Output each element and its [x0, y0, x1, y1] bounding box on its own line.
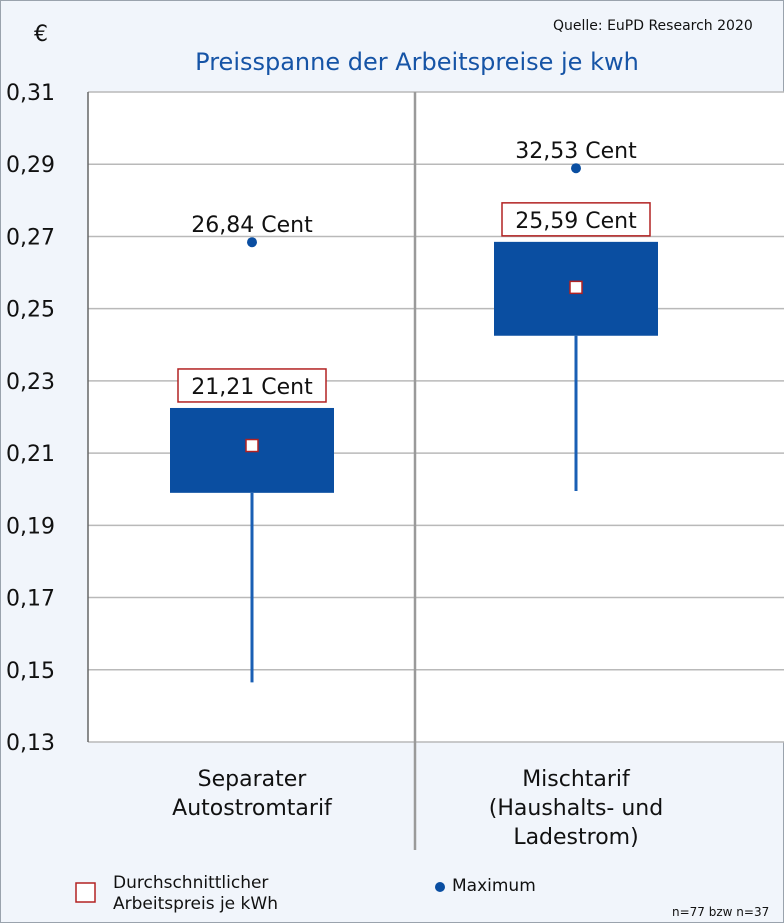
legend-maximum-dot: [435, 882, 445, 892]
y-tick-label: 0,15: [6, 659, 55, 684]
average-value-label: 25,59 Cent: [515, 209, 637, 234]
sample-size-note: n=77 bzw n=37: [672, 905, 770, 919]
chart-title: Preisspanne der Arbeitspreise je kwh: [195, 48, 639, 76]
maximum-value-label: 32,53 Cent: [515, 139, 637, 164]
maximum-dot: [571, 163, 581, 174]
y-tick-label: 0,21: [6, 442, 55, 467]
y-axis-unit: €: [34, 22, 48, 47]
legend-average-label: Durchschnittlicher Arbeitspreis je kWh: [113, 873, 278, 914]
y-tick-label: 0,23: [6, 370, 55, 395]
y-tick-label: 0,25: [6, 298, 55, 323]
x-category-label: Mischtarif: [522, 767, 631, 792]
x-category-label: Separater: [198, 767, 308, 792]
source-note: Quelle: EuPD Research 2020: [553, 18, 753, 34]
average-label-box: [501, 202, 651, 237]
average-value-label: 21,21 Cent: [191, 375, 313, 400]
legend-maximum-label: Maximum: [452, 876, 536, 896]
average-label-box: [177, 368, 327, 403]
average-marker: [569, 280, 583, 295]
y-tick-label: 0,27: [6, 225, 55, 250]
maximum-value-label: 26,84 Cent: [191, 213, 313, 238]
y-tick-label: 0,29: [6, 153, 55, 178]
legend-average-marker: [75, 882, 96, 903]
average-marker: [245, 438, 259, 453]
y-tick-label: 0,17: [6, 587, 55, 612]
y-tick-label: 0,19: [6, 514, 55, 539]
x-category-label: (Haushalts- und: [489, 796, 663, 821]
y-tick-label: 0,31: [6, 81, 55, 106]
y-tick-label: 0,13: [6, 731, 55, 756]
maximum-dot: [247, 237, 257, 248]
x-category-label: Autostromtarif: [172, 796, 333, 821]
x-category-label: Ladestrom): [513, 825, 638, 850]
